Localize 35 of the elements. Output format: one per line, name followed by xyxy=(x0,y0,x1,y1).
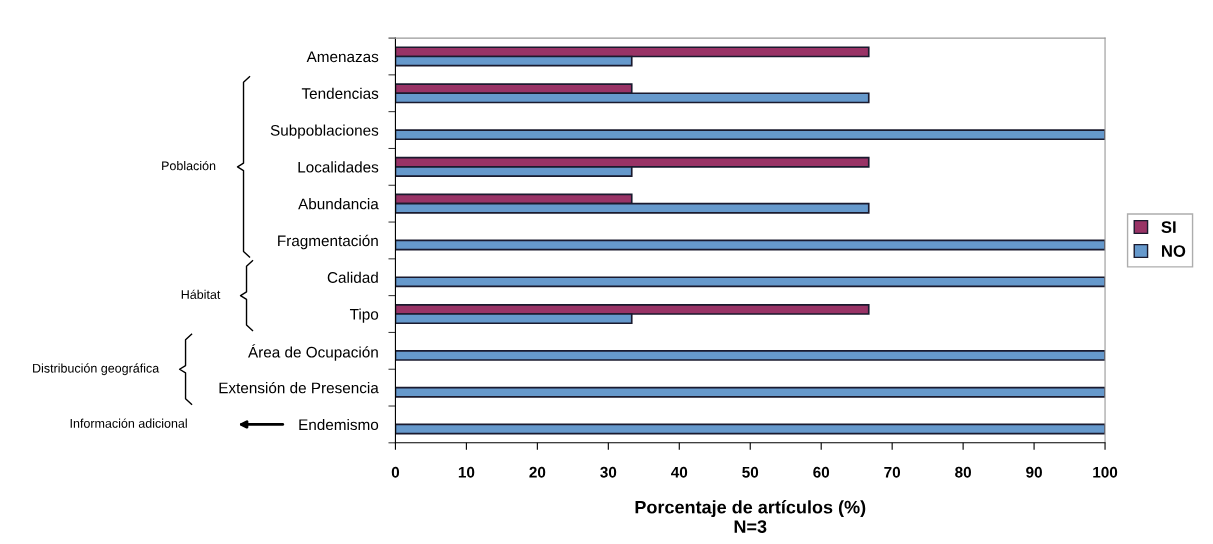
y-tick-label: Subpoblaciones xyxy=(270,124,379,139)
y-tick-label: Abundancia xyxy=(298,198,379,210)
x-tick-label: 70 xyxy=(884,466,901,478)
y-tick-label: Tendencias xyxy=(301,87,379,99)
bar xyxy=(395,349,1106,361)
x-tick-label: 60 xyxy=(813,466,830,478)
x-tick-label: 90 xyxy=(1026,466,1042,478)
x-tick-label: 30 xyxy=(600,466,617,478)
legend-label: SI xyxy=(1161,221,1176,233)
y-tick-label: Fragmentación xyxy=(278,234,378,250)
y-tick-label: Endemismo xyxy=(299,418,379,431)
text: Información adicional xyxy=(70,418,187,428)
x-tick-label: 100 xyxy=(1093,466,1118,478)
x-tick-label: 20 xyxy=(529,466,546,478)
x-axis-title: Porcentaje de artículos (%) N=3 xyxy=(635,500,866,534)
bar xyxy=(395,129,1106,141)
x-tick-label: 10 xyxy=(458,466,475,478)
x-tick-label: 40 xyxy=(671,466,688,478)
legend-label: NO xyxy=(1162,245,1186,257)
bar xyxy=(395,423,1106,435)
y-tick-label: Localidades xyxy=(298,161,379,173)
bar xyxy=(395,239,1106,251)
text: Distribución geográfica xyxy=(33,363,160,376)
bar xyxy=(395,276,1106,288)
text: Hábitat xyxy=(181,289,221,299)
bar xyxy=(395,386,1106,398)
y-tick-label: Extensión de Presencia xyxy=(219,381,379,394)
y-tick-label: Calidad xyxy=(327,271,378,283)
y-tick-label: Amenazas xyxy=(306,51,379,63)
x-tick-label: 0 xyxy=(391,466,400,478)
x-tick-label: 50 xyxy=(742,466,759,478)
y-tick-label: Área de Ocupación xyxy=(248,344,378,361)
text: Población xyxy=(162,160,216,171)
x-tick-label: 80 xyxy=(955,466,971,478)
y-tick-label: Tipo xyxy=(349,308,379,323)
